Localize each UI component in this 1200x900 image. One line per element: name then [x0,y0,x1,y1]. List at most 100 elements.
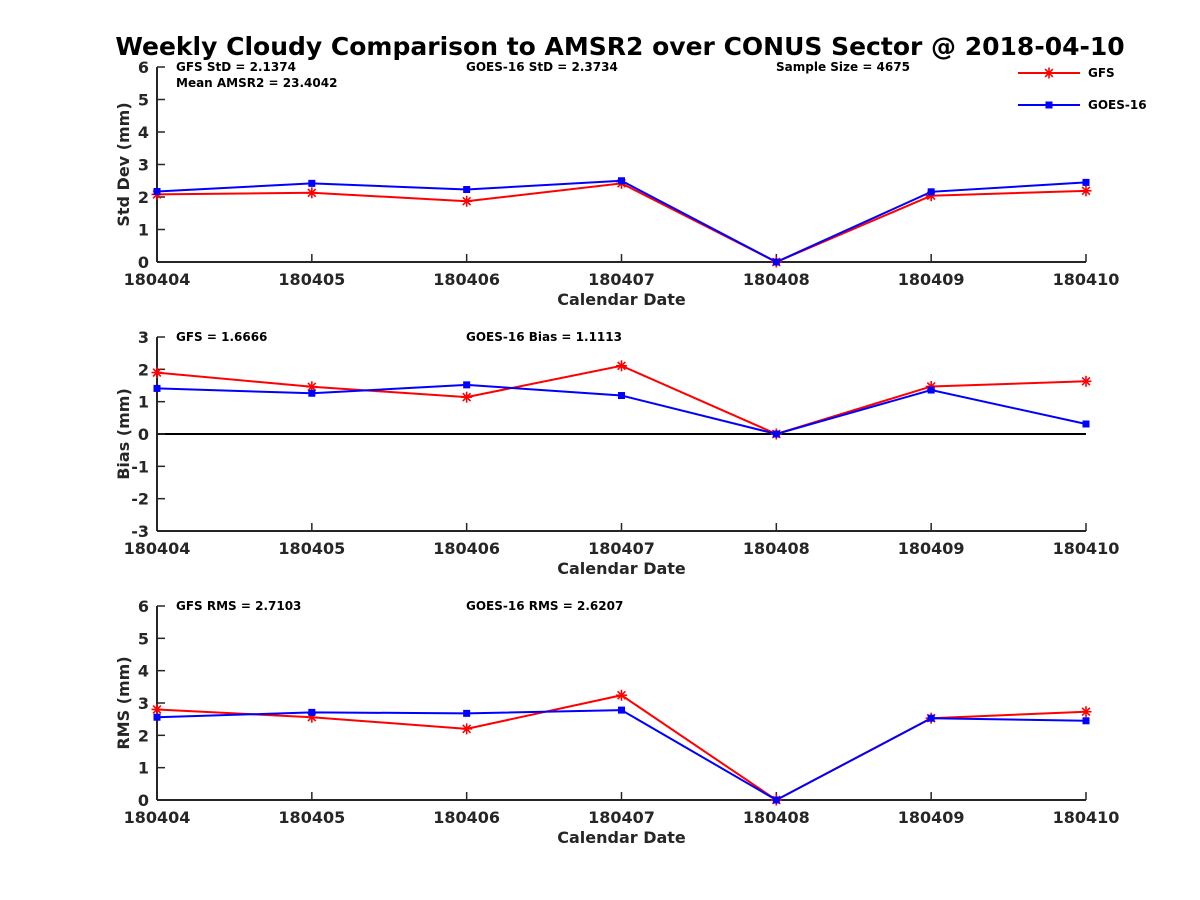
stddev-x-tick-label: 180406 [433,270,500,289]
stddev-point-gfs-stroke [307,188,317,198]
rms-y-tick-label: 4 [138,662,149,681]
bias-x-tick-label: 180404 [124,539,191,558]
stddev-annotation: GOES-16 StD = 2.3734 [466,60,618,74]
stddev-y-tick-label: 1 [138,221,149,240]
rms-x-tick-label: 180409 [898,808,965,827]
bias-x-tick-label: 180407 [588,539,655,558]
stddev-y-tick-label: 0 [138,253,149,272]
bias-y-tick-label: 1 [138,393,149,412]
rms-point-goes-16 [927,714,935,722]
bias-x-tick-label: 180408 [743,539,810,558]
bias-x-axis-label: Calendar Date [557,559,686,578]
bias-point-gfs [151,367,163,379]
bias-point-goes-16 [772,430,780,438]
rms-y-tick-label: 5 [138,629,149,648]
rms-y-axis-label: RMS (mm) [114,656,133,749]
bias-point-gfs-stroke [462,392,472,402]
bias-point-gfs [1080,375,1092,387]
rms-point-goes-16 [618,706,625,714]
rms-x-tick-label: 180404 [124,808,191,827]
stddev-y-tick-label: 6 [138,58,149,77]
stddev-x-tick-label: 180408 [743,270,810,289]
bias-point-goes-16 [153,384,161,392]
bias-point-goes-16 [463,381,471,389]
stddev-point-goes-16 [1082,178,1090,186]
stddev-y-axis-label: Std Dev (mm) [114,102,133,226]
stddev-x-tick-label: 180405 [278,270,345,289]
bias-point-gfs-stroke [617,361,626,371]
stddev-annotation: GFS StD = 2.1374 [176,60,296,74]
rms-x-tick-label: 180410 [1053,808,1120,827]
bias-annotation: GFS = 1.6666 [176,330,267,344]
rms-x-tick-label: 180407 [588,808,655,827]
bias-y-tick-label: -1 [131,457,149,476]
legend-marker-stroke [1044,68,1054,78]
rms-annotation: GOES-16 RMS = 2.6207 [466,599,623,613]
bias-point-goes-16 [1082,420,1090,428]
stddev-point-goes-16 [618,177,625,185]
rms-y-tick-label: 2 [138,726,149,745]
rms-y-tick-label: 1 [138,759,149,778]
bias-x-tick-label: 180405 [278,539,345,558]
stddev-point-gfs [461,195,473,207]
rms-series-goes-16 [153,706,1090,804]
legend-box [1005,58,1165,124]
rms-point-gfs [1080,706,1092,718]
rms-panel: 0 1 2 3 4 5 6 180404 180405 180406 180407 180408 180… [114,597,1119,847]
legend-marker [1043,67,1055,79]
legend: GFS GOES-16 [1005,58,1165,124]
bias-point-goes-16 [927,386,935,394]
bias-point-gfs [461,391,473,403]
bias-point-gfs-stroke [152,368,162,378]
rms-point-goes-16 [463,709,471,717]
stddev-y-tick-label: 2 [138,188,149,207]
rms-point-gfs-stroke [1081,707,1091,717]
legend-marker [1045,101,1053,109]
rms-point-gfs-stroke [152,705,162,714]
bias-x-tick-label: 180406 [433,539,500,558]
bias-y-tick-label: 3 [138,328,149,347]
stddev-x-tick-label: 180410 [1053,270,1120,289]
stddev-x-tick-label: 180404 [124,270,191,289]
rms-x-tick-label: 180408 [743,808,810,827]
stddev-x-axis-label: Calendar Date [557,290,686,309]
stddev-point-goes-16 [308,179,316,187]
rms-annotation: GFS RMS = 2.7103 [176,599,301,613]
rms-point-gfs [616,689,627,701]
stddev-series-goes-16 [153,177,1090,266]
legend-item-gfs: GFS [1018,66,1115,80]
rms-point-goes-16 [1082,717,1090,725]
bias-y-tick-label: -3 [131,522,149,541]
rms-point-gfs-stroke [462,724,472,734]
stddev-y-tick-label: 4 [138,123,149,142]
stddev-y-tick-label: 3 [138,156,149,175]
bias-y-axis-label: Bias (mm) [114,388,133,480]
rms-point-goes-16 [308,708,316,716]
stddev-point-gfs [1080,185,1092,197]
bias-series-goes-16 [153,381,1090,438]
stddev-point-goes-16 [463,186,471,194]
bias-y-tick-label: 2 [138,360,149,379]
bias-series-gfs [151,360,1092,440]
legend-label: GOES-16 [1088,98,1147,112]
legend-label: GFS [1088,66,1115,80]
rms-x-tick-label: 180406 [433,808,500,827]
rms-point-gfs-stroke [617,690,626,700]
figure-title: Weekly Cloudy Comparison to AMSR2 over C… [115,32,1124,61]
stddev-point-gfs-stroke [462,196,472,206]
stddev-point-goes-16 [772,258,780,266]
stddev-panel: 0 1 2 3 4 5 6 180404 180405 180406 180407 180408 180… [114,58,1119,309]
rms-y-tick-label: 3 [138,694,149,713]
legend-item-goes-16: GOES-16 [1018,98,1147,112]
stddev-point-gfs-stroke [1081,186,1091,196]
rms-point-gfs [151,703,163,715]
bias-y-tick-label: -2 [131,490,149,509]
bias-panel: -3 -2 -1 0 1 2 3 180404 180405 180406 180407 180408… [114,328,1119,578]
bias-x-tick-label: 180409 [898,539,965,558]
rms-x-tick-label: 180405 [278,808,345,827]
bias-point-gfs-stroke [307,382,317,392]
stddev-point-goes-16 [927,188,935,196]
bias-annotation: GOES-16 Bias = 1.1113 [466,330,622,344]
